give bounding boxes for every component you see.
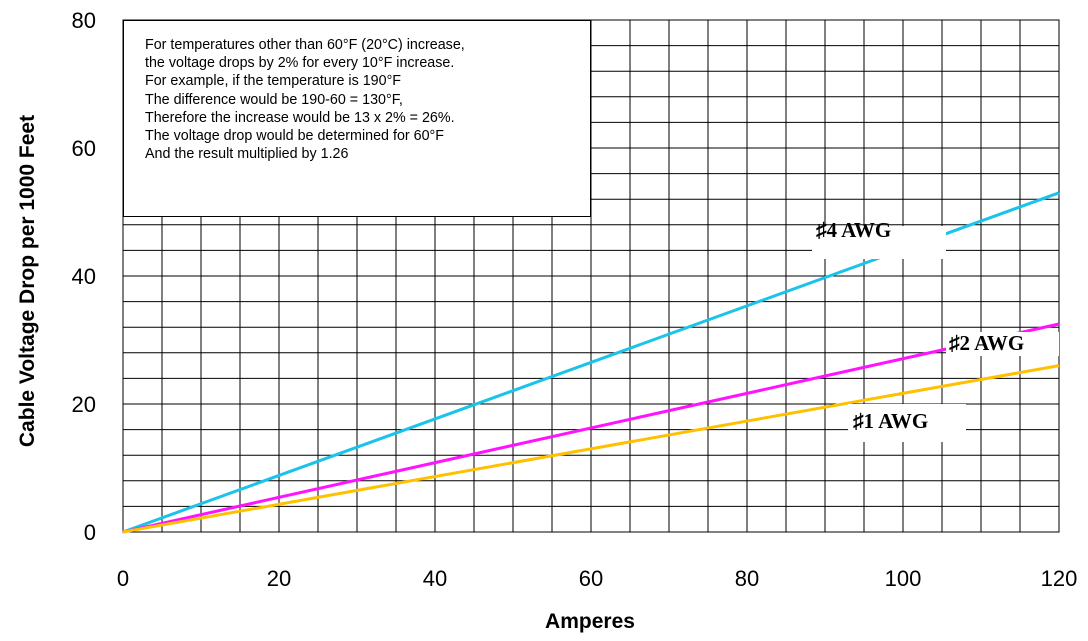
note-line: For temperatures other than 60°F (20°C) … [145,37,465,53]
x-tick-label: 40 [423,566,447,591]
x-tick-label: 20 [267,566,291,591]
note-line: Therefore the increase would be 13 x 2% … [145,109,455,126]
x-axis-ticks: 0 20 40 60 80 100 120 [117,566,1077,591]
x-tick-label: 80 [735,566,759,591]
series-label: ♯4 AWG [816,218,891,242]
series-line [122,322,1060,534]
note-line: The difference would be 190-60 = 130°F, [145,91,403,108]
plot-frame [122,19,1060,533]
x-tick-label: 100 [885,566,922,591]
note-line: And the result multiplied by 1.26 [145,146,349,163]
x-tick-label: 120 [1041,566,1078,591]
x-axis-title: Amperes [545,610,635,633]
y-axis-title: Cable Voltage Drop per 1000 Feet [16,115,39,447]
note-line: the voltage drops by 2% for every 10°F i… [145,55,455,72]
series-labels: ♯4 AWG ♯2 AWG ♯1 AWG [812,218,1059,442]
y-tick-label: 20 [72,392,96,417]
x-tick-label: 0 [117,566,129,591]
series-label: ♯1 AWG [853,409,928,433]
y-axis-ticks: 0 20 40 60 80 [72,8,96,545]
y-tick-label: 40 [72,264,96,289]
note-line: The voltage drop would be determined for… [145,128,444,145]
series-label: ♯2 AWG [949,331,1024,355]
series-label-background [946,332,1059,356]
x-tick-label: 60 [579,566,603,591]
series-line [122,364,1060,534]
series-label-background [848,404,966,442]
y-tick-label: 60 [72,136,96,161]
temperature-note-box: For temperatures other than 60°F (20°C) … [123,20,591,217]
note-line: For example, if the temperature is 190°F [145,73,402,90]
y-tick-label: 80 [72,8,96,33]
series-label-background [812,226,946,259]
y-tick-label: 0 [84,520,96,545]
